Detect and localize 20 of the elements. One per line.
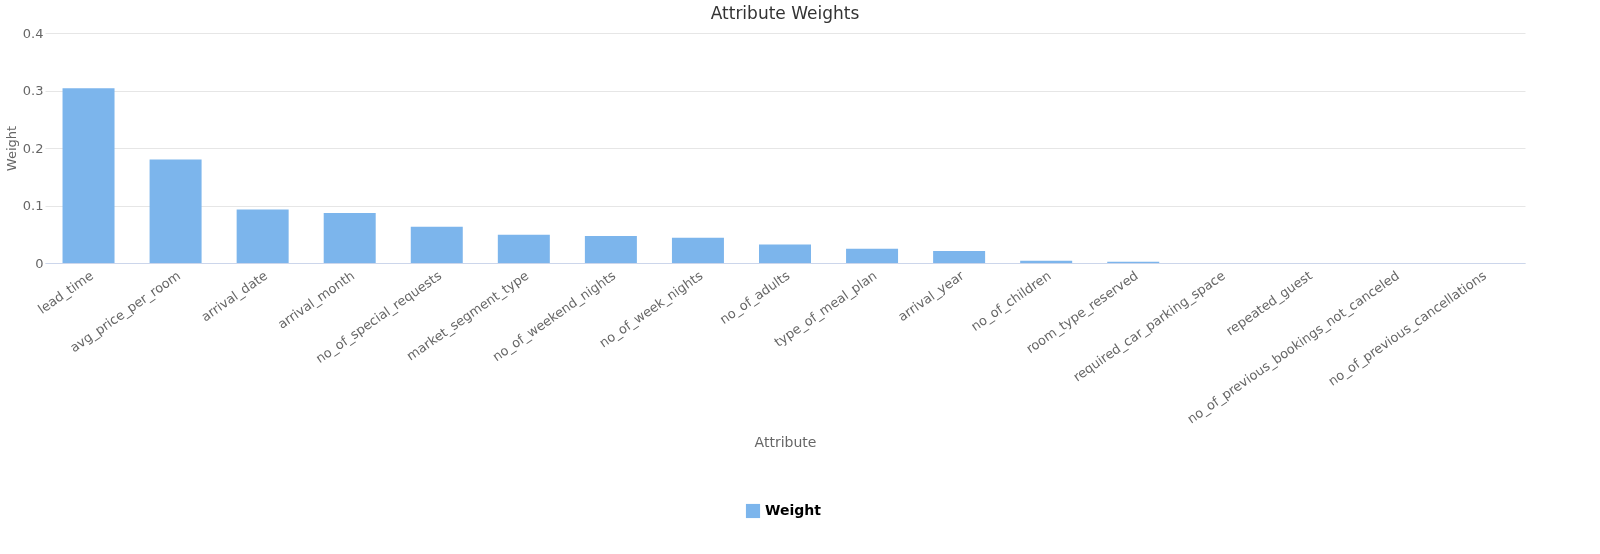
y-tick-label: 0.3 [22, 83, 44, 98]
bar [933, 250, 986, 263]
y-tick-label: 0.2 [22, 140, 44, 156]
bar [497, 234, 550, 263]
y-tick-label: 0 [35, 255, 44, 271]
legend-label: Weight [765, 502, 822, 518]
chart-title: Attribute Weights [710, 3, 860, 23]
y-axis-title: Weight [3, 125, 19, 172]
bar [323, 212, 376, 263]
bar [584, 235, 637, 263]
bar [62, 88, 115, 263]
x-axis-title: Attribute [754, 434, 817, 451]
bar [410, 226, 463, 263]
bar [236, 209, 289, 263]
y-tick-label: 0.4 [22, 25, 44, 41]
bar [846, 248, 899, 263]
bar [759, 244, 811, 263]
bar [149, 159, 202, 263]
bar [671, 237, 724, 263]
y-tick-label: 0.1 [22, 198, 44, 213]
